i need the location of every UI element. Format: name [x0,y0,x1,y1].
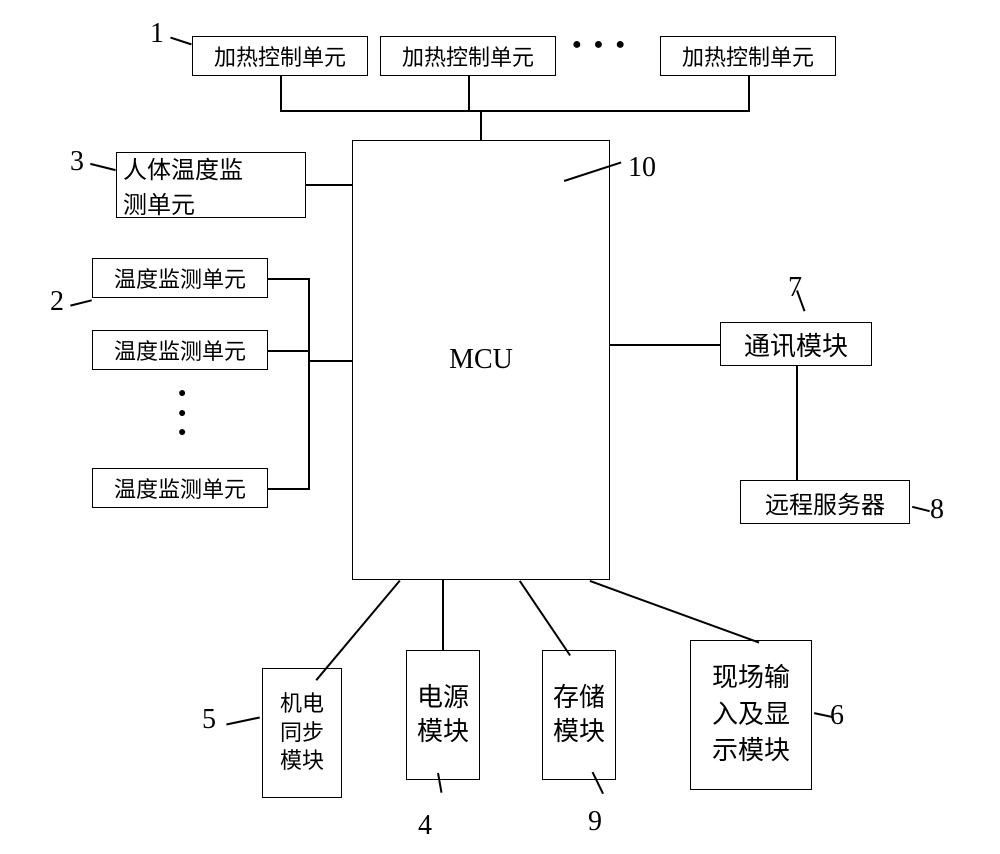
conn-tu-3 [268,488,308,490]
display-number: 6 [830,700,844,732]
mech-sync-l1: 机电 [280,690,324,719]
conn-bot-4 [590,580,760,643]
conn-tu-mcu [308,360,352,362]
temp-unit-3-label: 温度监测单元 [114,472,246,504]
conn-body-temp [306,184,352,186]
mcu-box: MCU [352,140,610,580]
conn-top-mcu [480,110,482,140]
conn-bot-1 [316,580,401,681]
comm-module-label: 通讯模块 [744,326,848,363]
comm-module-box: 通讯模块 [720,322,872,366]
conn-comm-mcu [610,344,720,346]
body-temp-leader [90,163,116,171]
conn-tu-2 [268,350,308,352]
mech-leader [226,716,260,725]
conn-comm-server [796,366,798,480]
power-number: 4 [418,810,432,842]
remote-server-label: 远程服务器 [765,485,885,520]
storage-number: 9 [588,806,602,838]
storage-l2: 模块 [553,715,605,749]
conn-bot-3 [519,580,571,655]
server-leader [912,506,930,512]
heating-unit-2-label: 加热控制单元 [402,40,534,72]
temp-unit-1: 温度监测单元 [92,258,268,298]
top-num-leader [170,37,191,45]
temp-unit-1-label: 温度监测单元 [114,262,246,294]
conn-top-2 [468,76,470,110]
body-temp-line1: 人体温度监 [123,150,243,185]
heating-unit-3-label: 加热控制单元 [682,40,814,72]
power-l2: 模块 [417,715,469,749]
conn-tu-bus [308,278,310,490]
mech-sync-l3: 模块 [280,747,324,776]
conn-top-bus [280,110,750,112]
display-l1: 现场输 [712,660,790,696]
temp-unit-2: 温度监测单元 [92,330,268,370]
heating-unit-3: 加热控制单元 [660,36,836,76]
server-number: 8 [930,494,944,526]
left-num-leader [70,299,92,306]
heating-unit-1: 加热控制单元 [192,36,368,76]
conn-bot-2 [442,580,444,650]
left-dots: ●●● [178,384,186,443]
display-l2: 入及显 [712,697,790,733]
mech-sync-l2: 同步 [280,719,324,748]
heating-unit-2: 加热控制单元 [380,36,556,76]
left-number-2: 2 [50,286,64,318]
mech-sync-box: 机电 同步 模块 [262,668,342,798]
remote-server-box: 远程服务器 [740,480,910,524]
temp-unit-2-label: 温度监测单元 [114,334,246,366]
body-temp-line2: 测单元 [123,185,195,220]
conn-tu-1 [268,278,308,280]
mcu-number: 10 [628,152,656,184]
conn-top-3 [748,76,750,110]
top-dots: ● ● ● [572,42,629,48]
storage-l1: 存储 [553,681,605,715]
conn-top-1 [280,76,282,110]
display-box: 现场输 入及显 示模块 [690,640,812,790]
mech-number: 5 [202,704,216,736]
temp-unit-3: 温度监测单元 [92,468,268,508]
storage-box: 存储 模块 [542,650,616,780]
top-number-1: 1 [150,18,164,50]
power-box: 电源 模块 [406,650,480,780]
mcu-label: MCU [449,344,513,376]
power-l1: 电源 [417,681,469,715]
heating-unit-1-label: 加热控制单元 [214,40,346,72]
body-temp-box: 人体温度监 测单元 [116,152,306,218]
display-l3: 示模块 [712,733,790,769]
body-temp-number: 3 [70,146,84,178]
